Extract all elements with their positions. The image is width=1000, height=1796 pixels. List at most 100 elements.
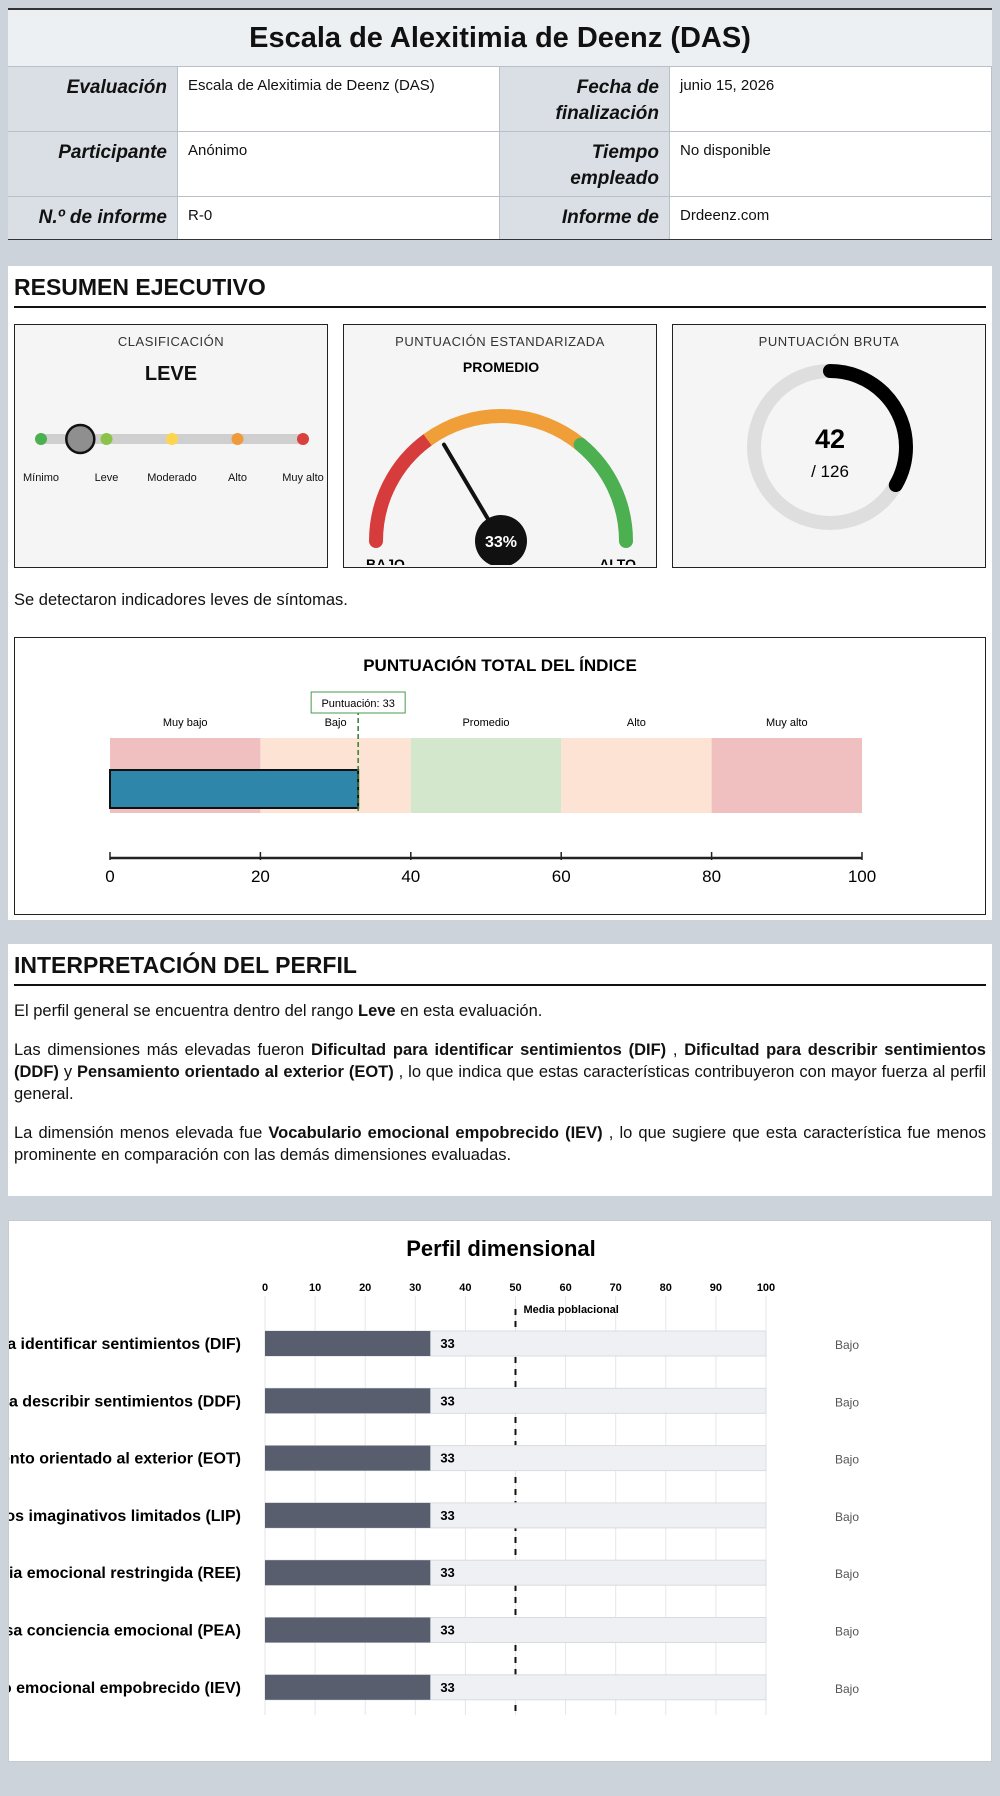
index-score-svg: PUNTUACIÓN TOTAL DEL ÍNDICE Muy bajo Bajo… [105, 656, 876, 886]
dim-level-label: Bajo [835, 1510, 859, 1524]
dim-category-label: Dificultad para identificar sentimientos… [9, 1336, 241, 1353]
index-band [711, 738, 862, 813]
standard-score-card: PUNTUACIÓN ESTANDARIZADA PROMEDIO 33% BA… [343, 324, 657, 568]
dim-bar-value: 33 [440, 1508, 454, 1523]
raw-score-card: PUNTUACIÓN BRUTA 42 / 126 [672, 324, 986, 568]
interpretation-paragraph-1: El perfil general se encuentra dentro de… [14, 1002, 543, 1020]
dim-level-label: Bajo [835, 1453, 859, 1467]
dim-bar [265, 1502, 431, 1528]
classification-dot [297, 433, 309, 445]
dim-bar-value: 33 [440, 1623, 454, 1638]
dim-bar [265, 1388, 431, 1414]
dim-category-label: Procesos imaginativos limitados (LIP) [9, 1508, 241, 1525]
index-chart-title: PUNTUACIÓN TOTAL DEL ÍNDICE [363, 656, 637, 675]
dim-level-label: Bajo [835, 1567, 859, 1581]
classification-level-label: Mínimo [23, 472, 59, 484]
interpretation-paragraph-3: La dimensión menos elevada fue Vocabular… [14, 1124, 987, 1164]
dim-category-label: Experiencia emocional restringida (REE) [9, 1565, 241, 1582]
dim-axis-tick-label: 30 [409, 1282, 421, 1294]
section-title-interpretation: INTERPRETACIÓN DEL PERFIL [14, 944, 986, 986]
classification-caption: CLASIFICACIÓN [117, 334, 225, 349]
dim-axis-tick-label: 70 [610, 1282, 622, 1294]
classification-card: CLASIFICACIÓN LEVE Mínimo Leve Moderado Alt… [14, 324, 328, 568]
dim-axis-tick-label: 40 [459, 1282, 471, 1294]
classification-level-label: Muy alto [282, 472, 324, 484]
index-band-label: Muy bajo [163, 717, 208, 729]
dim-level-label: Bajo [835, 1338, 859, 1352]
index-band-label: Bajo [325, 717, 347, 729]
dim-bar [265, 1617, 431, 1643]
info-value-completion-date: junio 15, 2026 [670, 67, 992, 132]
dim-reference-label: Media poblacional [524, 1304, 619, 1316]
index-score-bar [109, 769, 360, 809]
index-axis-tick-label: 100 [848, 867, 876, 886]
info-label-evaluation: Evaluación [8, 67, 178, 132]
classification-marker [65, 423, 96, 455]
index-band [561, 738, 712, 813]
dim-axis-tick-label: 0 [262, 1282, 268, 1294]
dim-axis-tick-label: 20 [359, 1282, 371, 1294]
info-label-report-number: N.º de informe [8, 197, 178, 239]
info-value-time-spent: No disponible [670, 132, 992, 197]
report-header: Escala de Alexitimia de Deenz (DAS) Eval… [8, 8, 992, 240]
gauge-value: 33% [485, 534, 517, 551]
classification-scale: Mínimo Leve Moderado Alto Muy alto [23, 423, 324, 484]
gauge-hub [475, 515, 527, 565]
dim-axis-tick-label: 80 [660, 1282, 672, 1294]
info-value-report-number: R-0 [178, 197, 500, 239]
index-score-tag [310, 691, 406, 714]
donut-fill [747, 364, 913, 530]
raw-score-caption: PUNTUACIÓN BRUTA [758, 334, 900, 349]
index-axis-tick-label: 0 [105, 867, 114, 886]
index-band [410, 738, 562, 813]
info-value-report-by: Drdeenz.com [670, 197, 992, 239]
report-title: Escala de Alexitimia de Deenz (DAS) [8, 10, 992, 67]
section-title-summary: RESUMEN EJECUTIVO [14, 266, 986, 308]
dim-axis-tick-label: 90 [710, 1282, 722, 1294]
index-axis-tick-label: 80 [702, 867, 721, 886]
classification-level-label: Alto [228, 472, 247, 484]
classification-dot [231, 433, 244, 445]
summary-text: Se detectaron indicadores leves de sínto… [14, 591, 348, 609]
classification-dot [35, 433, 47, 445]
dim-bar-value: 33 [440, 1565, 454, 1580]
info-value-evaluation: Escala de Alexitimia de Deenz (DAS) [178, 67, 500, 132]
index-score-chart: PUNTUACIÓN TOTAL DEL ÍNDICE Muy bajo Bajo… [14, 637, 986, 915]
index-band-label: Alto [627, 717, 646, 729]
interpretation-section: INTERPRETACIÓN DEL PERFIL El perfil gene… [8, 944, 992, 1196]
dim-level-label: Bajo [835, 1682, 859, 1696]
gauge-label-low: BAJO [366, 556, 405, 565]
index-axis-tick-label: 40 [401, 867, 420, 886]
dimensional-profile-chart: Perfil dimensional 0 10 20 30 40 50 60 70 80 90 10… [8, 1220, 992, 1762]
info-label-report-by: Informe de [500, 197, 670, 239]
gauge-label-top: PROMEDIO [463, 359, 539, 375]
gauge-arc-low [369, 432, 435, 548]
raw-score-donut: 42 / 126 [747, 364, 913, 530]
dim-bar-value: 33 [440, 1451, 454, 1466]
interpretation-paragraph-2: Las dimensiones más elevadas fueron Difi… [14, 1041, 986, 1103]
dim-axis-tick-label: 100 [757, 1282, 775, 1294]
dim-level-label: Bajo [835, 1625, 859, 1639]
index-axis-tick-label: 20 [251, 867, 270, 886]
index-score-label: Puntuación: 33 [321, 698, 394, 710]
dim-category-label: Pensamiento orientado al exterior (EOT) [9, 1451, 241, 1468]
dim-category-label: Vocabulario emocional empobrecido (IEV) [9, 1680, 241, 1697]
dim-bar-value: 33 [440, 1336, 454, 1351]
classification-dot [166, 433, 178, 445]
info-value-participant: Anónimo [178, 132, 500, 197]
index-axis-tick-label: 60 [552, 867, 571, 886]
executive-summary-section: RESUMEN EJECUTIVO CLASIFICACIÓN LEVE Mín… [8, 266, 992, 920]
dim-axis-tick-label: 10 [309, 1282, 321, 1294]
index-band-label: Promedio [462, 717, 509, 729]
gauge-arc-mid [423, 409, 586, 451]
index-band-label: Muy alto [766, 717, 808, 729]
standard-score-gauge: PROMEDIO 33% BAJO ALTO [366, 359, 636, 565]
classification-level-label: Moderado [147, 472, 197, 484]
dim-axis-tick-label: 60 [559, 1282, 571, 1294]
gauge-arc-high [573, 437, 633, 548]
classification-level-label: Leve [95, 472, 119, 484]
dim-bar [265, 1560, 431, 1586]
standard-score-caption: PUNTUACIÓN ESTANDARIZADA [395, 334, 605, 349]
info-label-time-spent: Tiempo empleado [500, 132, 670, 197]
dim-category-label: Dificultad para describir sentimientos (… [9, 1393, 241, 1410]
